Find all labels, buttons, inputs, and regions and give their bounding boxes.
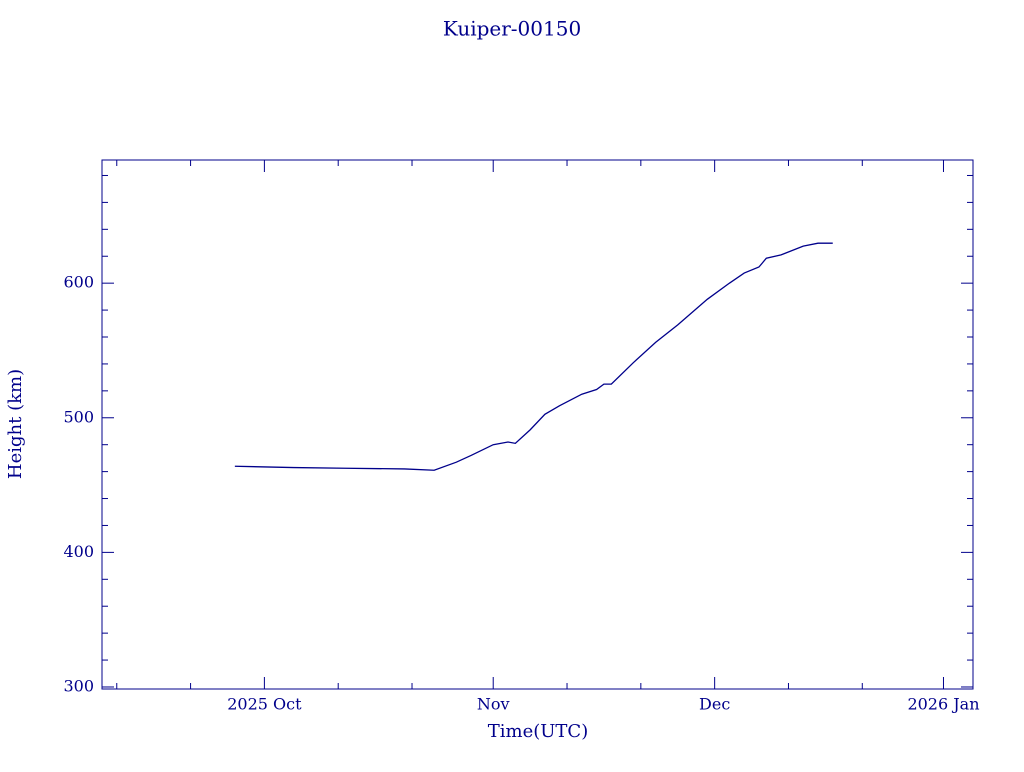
y-tick-label: 500 [63,407,94,426]
x-tick-label: 2026 Jan [907,695,979,714]
y-tick-label: 300 [63,676,94,695]
y-tick-label: 600 [63,273,94,292]
x-tick-label: Nov [477,695,510,714]
x-axis-label: Time(UTC) [488,721,588,742]
x-tick-label: 2025 Oct [227,695,302,714]
data-line [234,242,833,471]
plot-frame [101,159,974,690]
chart-title: Kuiper-00150 [443,17,581,41]
x-tick-label: Dec [699,695,730,714]
y-axis-label: Height (km) [5,369,26,479]
y-tick-label: 400 [63,542,94,561]
